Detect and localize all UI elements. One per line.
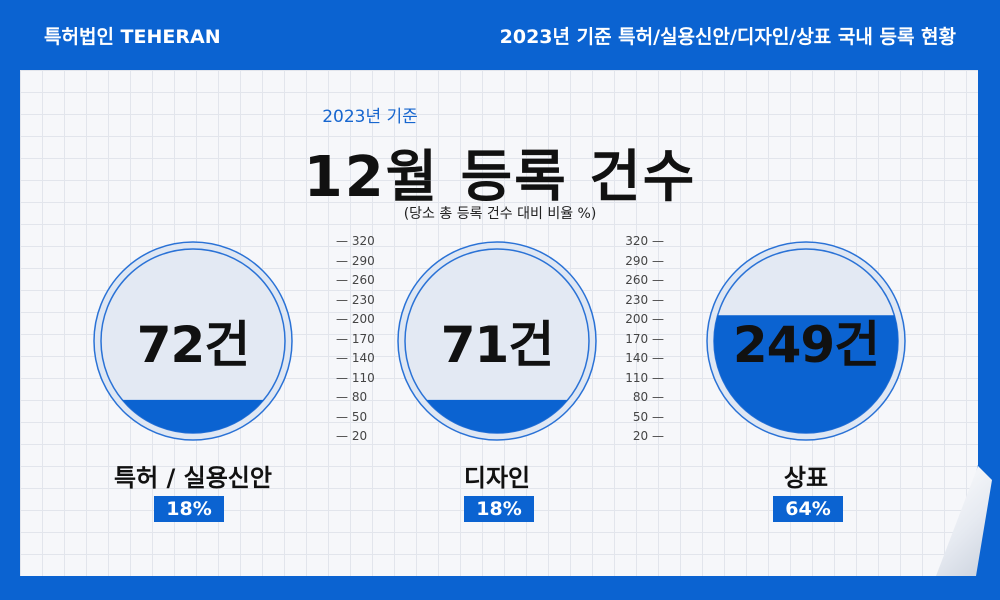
scale-tick-label: — 50 <box>336 409 368 424</box>
category-label: 특허 / 실용신안 <box>114 464 272 492</box>
scale-tick-label: 140 — <box>625 351 664 365</box>
gauge-design-svg <box>397 241 597 441</box>
scale-tick-label: — 80 <box>336 390 368 404</box>
gauge-count: 72건 <box>136 316 251 374</box>
scale-tick-label: 320 — <box>625 234 664 248</box>
scale-tick-label: — 140 <box>336 351 375 365</box>
gauge-count: 249건 <box>732 316 880 374</box>
brand-logo-text: 특허법인 TEHERAN <box>44 26 221 48</box>
scale-tick-label: 20 — <box>632 429 664 443</box>
scale-tick-label: — 320 <box>336 234 375 248</box>
scale-tick-label: 50 — <box>632 409 664 424</box>
header-title: 2023년 기준 특허/실용신안/디자인/상표 국내 등록 현황 <box>499 26 956 48</box>
chart-subtitle: 2023년 기준 <box>322 107 418 127</box>
percent-badge: 64% <box>773 496 843 522</box>
scale-tick-label: 290 — <box>625 253 664 268</box>
scale-tick-label: — 170 <box>336 331 375 346</box>
gauge-patent: 72건 <box>93 241 293 441</box>
chart-note: (당소 총 등록 건수 대비 비율 %) <box>403 206 597 222</box>
scale-tick-label: 80 — <box>632 390 664 404</box>
percent-badge: 18% <box>464 496 534 522</box>
scale-tick-label: — 230 <box>336 292 375 307</box>
scale-tick-label: — 260 <box>336 273 375 287</box>
scale-tick-label: 200 — <box>625 312 664 326</box>
scale-tick-label: 230 — <box>625 292 664 307</box>
scale-tick-label: — 110 <box>336 370 375 385</box>
scale-right: 320 — 290 — 260 — 230 — 200 — 170 — 140 — 110 —… <box>604 234 664 450</box>
gauge-count: 71건 <box>440 316 555 374</box>
scale-tick-label: — 20 <box>336 429 368 443</box>
category-label: 디자인 <box>463 464 531 492</box>
gauge-trademark: 249건 <box>706 241 906 441</box>
gauge-patent-svg <box>93 241 293 441</box>
scale-left: — 320 — 290 — 260 — 230 — 200 — 170 — 140 — 110… <box>336 234 396 450</box>
percent-badge: 18% <box>154 496 224 522</box>
gauge-design: 71건 <box>397 241 597 441</box>
scale-tick-label: — 200 <box>336 312 375 326</box>
scale-tick-label: 170 — <box>625 331 664 346</box>
scale-tick-label: 260 — <box>625 273 664 287</box>
category-label: 상표 <box>783 464 829 492</box>
chart-title: 12월 등록 건수 <box>303 145 697 210</box>
scale-tick-label: — 290 <box>336 253 375 268</box>
scale-tick-label: 110 — <box>625 370 664 385</box>
gauge-trademark-svg <box>706 241 906 441</box>
